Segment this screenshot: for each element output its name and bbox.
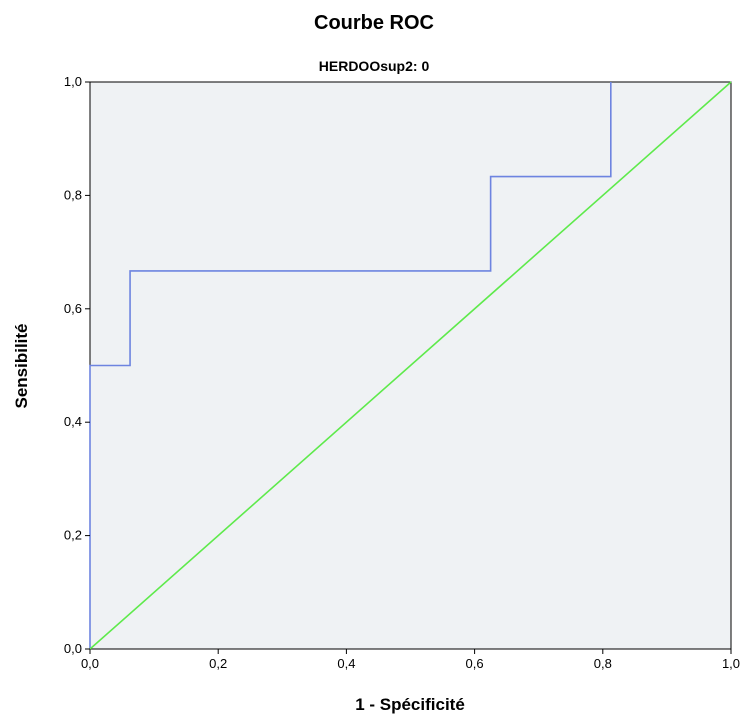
chart-subtitle: HERDOOsup2: 0 (319, 58, 430, 74)
x-tick-label: 0,6 (466, 656, 484, 671)
x-tick-label: 0,0 (81, 656, 99, 671)
y-axis-label: Sensibilité (12, 323, 31, 408)
y-tick-label: 1,0 (64, 74, 82, 89)
x-tick-label: 1,0 (722, 656, 740, 671)
y-tick-label: 0,8 (64, 187, 82, 202)
y-tick-label: 0,6 (64, 301, 82, 316)
y-tick-label: 0,2 (64, 528, 82, 543)
x-tick-label: 0,8 (594, 656, 612, 671)
tick-layer: 0,0 0,2 0,4 0,6 0,8 1,0 0,0 0,2 0,4 0,6 0,8 1,0 (64, 74, 740, 671)
y-tick-label: 0,4 (64, 414, 82, 429)
series-layer (89, 81, 732, 650)
reference-diagonal-line (89, 81, 732, 650)
roc-curve-line (89, 82, 612, 649)
x-axis-label: 1 - Spécificité (355, 695, 465, 714)
x-tick-label: 0,4 (337, 656, 355, 671)
y-tick-label: 0,0 (64, 641, 82, 656)
x-tick-label: 0,2 (209, 656, 227, 671)
chart-title: Courbe ROC (314, 12, 434, 34)
